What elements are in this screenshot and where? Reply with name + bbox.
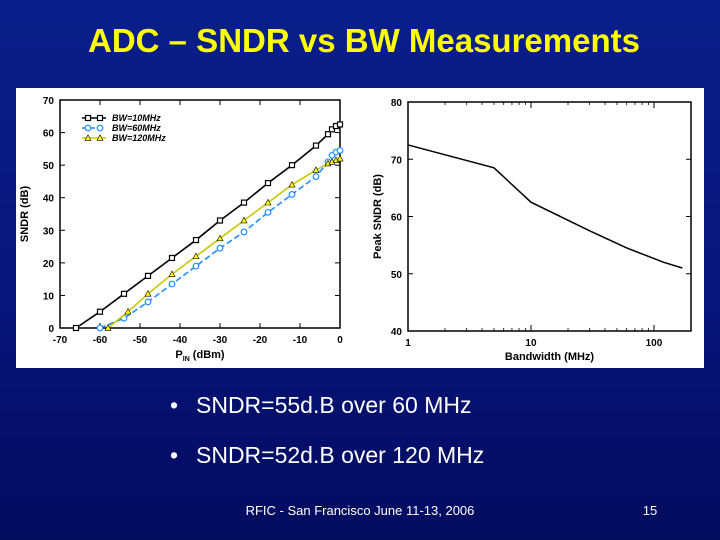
series-2-point <box>192 262 200 270</box>
bullet-item: • SNDR=55d.B over 60 MHz <box>170 392 484 442</box>
x-axis-label-unit: (dBm) <box>190 349 225 361</box>
legend-label: BW=60MHz <box>112 123 161 133</box>
series-1-point <box>264 179 272 187</box>
y-axis-label: SNDR (dB) <box>19 186 31 243</box>
y-axis-label: Peak SNDR (dB) <box>372 174 384 259</box>
y-tick-label: 30 <box>43 226 55 237</box>
x-tick-label: -60 <box>93 335 108 346</box>
series-3-point <box>288 180 296 188</box>
bullet-list: • SNDR=55d.B over 60 MHz • SNDR=52d.B ov… <box>170 392 484 492</box>
series-3-point <box>264 198 272 206</box>
y-tick-label: 50 <box>43 161 55 172</box>
y-tick-label: 60 <box>43 129 55 140</box>
y-tick-label: 20 <box>43 259 55 270</box>
x-tick-label: 0 <box>337 335 343 346</box>
legend-label: BW=10MHz <box>112 113 161 123</box>
series-3-point <box>216 234 224 242</box>
footer-text: RFIC - San Francisco June 11-13, 2006 <box>245 503 475 518</box>
x-tick-label: -50 <box>133 335 148 346</box>
series-2-point <box>216 244 224 252</box>
x-axis-label: Bandwidth (MHz) <box>505 351 595 363</box>
series-2-point <box>240 228 248 236</box>
series-2-point <box>288 191 296 198</box>
series-1-point <box>144 272 152 279</box>
x-tick-label: -20 <box>253 335 268 346</box>
series-1-point <box>240 199 248 206</box>
y-tick-label: 60 <box>391 213 403 224</box>
series-1-point <box>312 142 320 149</box>
legend-marker <box>84 114 92 122</box>
legend-marker <box>96 124 104 132</box>
series-3-point <box>336 154 344 162</box>
y-tick-label: 80 <box>391 98 403 109</box>
series-1-point <box>288 162 296 169</box>
series-1-point <box>72 324 80 332</box>
legend-marker <box>96 114 104 122</box>
series-line-3 <box>107 157 340 328</box>
series-1-point <box>168 254 176 262</box>
series-2-point <box>264 208 272 216</box>
series-2-point <box>96 324 104 332</box>
legend-marker <box>96 134 104 141</box>
x-axis-label-subscript: IN <box>183 356 190 363</box>
x-tick-label: -30 <box>213 335 228 346</box>
figure-panel: -70 -60 -50 -40 -30 -20 -10 0 0 10 20 30 40 50 60 70 PIN… <box>16 88 704 368</box>
x-tick-label: -10 <box>293 335 308 346</box>
peak-sndr-line <box>407 144 683 269</box>
series-1-point <box>216 217 224 224</box>
series-3-point <box>124 307 132 315</box>
x-tick-label: -40 <box>173 335 188 346</box>
y-tick-label: 0 <box>48 324 54 335</box>
series-line-1 <box>75 123 340 328</box>
charts-figure: -70 -60 -50 -40 -30 -20 -10 0 0 10 20 30 40 50 60 70 PIN… <box>19 96 692 363</box>
y-tick-label: 70 <box>43 96 55 107</box>
series-1-point <box>120 290 128 297</box>
bullet-dot: • <box>170 442 179 468</box>
x-axis-label-main: P <box>175 349 182 361</box>
y-tick-label: 10 <box>43 291 55 302</box>
series-1-point <box>96 308 104 315</box>
series-3-point <box>192 252 200 260</box>
x-tick-label: 100 <box>646 338 663 349</box>
series-2-point <box>336 147 344 154</box>
y-tick-label: 50 <box>391 270 403 281</box>
x-tick-label: -70 <box>53 335 68 346</box>
series-1-point <box>328 126 336 133</box>
series-1-point <box>336 121 344 128</box>
series-3-point <box>240 216 248 224</box>
plot-frame <box>59 99 341 329</box>
bullet-text: SNDR=55d.B over 60 MHz <box>196 392 472 418</box>
series-3-point <box>144 289 152 297</box>
series-3-point <box>104 324 112 331</box>
plot-frame <box>407 101 692 332</box>
series-1-point <box>324 131 332 138</box>
legend-label: BW=120MHz <box>112 133 166 143</box>
y-tick-label: 70 <box>391 155 403 166</box>
x-tick-label: 1 <box>405 338 411 349</box>
series-2-point <box>144 298 152 306</box>
x-axis-label: PIN (dBm) <box>175 349 225 363</box>
page-number: 15 <box>642 503 658 518</box>
legend-marker <box>84 134 92 141</box>
series-3-point <box>312 166 320 173</box>
series-3-point <box>168 270 176 277</box>
bullet-text: SNDR=52d.B over 120 MHz <box>196 442 485 468</box>
series-2-point <box>312 173 320 180</box>
x-tick-label: 10 <box>525 338 537 349</box>
series-2-point <box>168 280 176 288</box>
y-tick-label: 40 <box>43 194 55 205</box>
slide-title: ADC – SNDR vs BW Measurements <box>88 22 640 59</box>
bullet-item: • SNDR=52d.B over 120 MHz <box>170 442 484 492</box>
series-1-point <box>192 236 200 244</box>
legend-marker <box>84 124 92 132</box>
bullet-dot: • <box>170 392 179 418</box>
y-tick-label: 40 <box>391 327 403 338</box>
